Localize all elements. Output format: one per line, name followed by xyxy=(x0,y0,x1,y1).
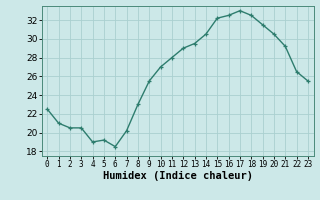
X-axis label: Humidex (Indice chaleur): Humidex (Indice chaleur) xyxy=(103,171,252,181)
